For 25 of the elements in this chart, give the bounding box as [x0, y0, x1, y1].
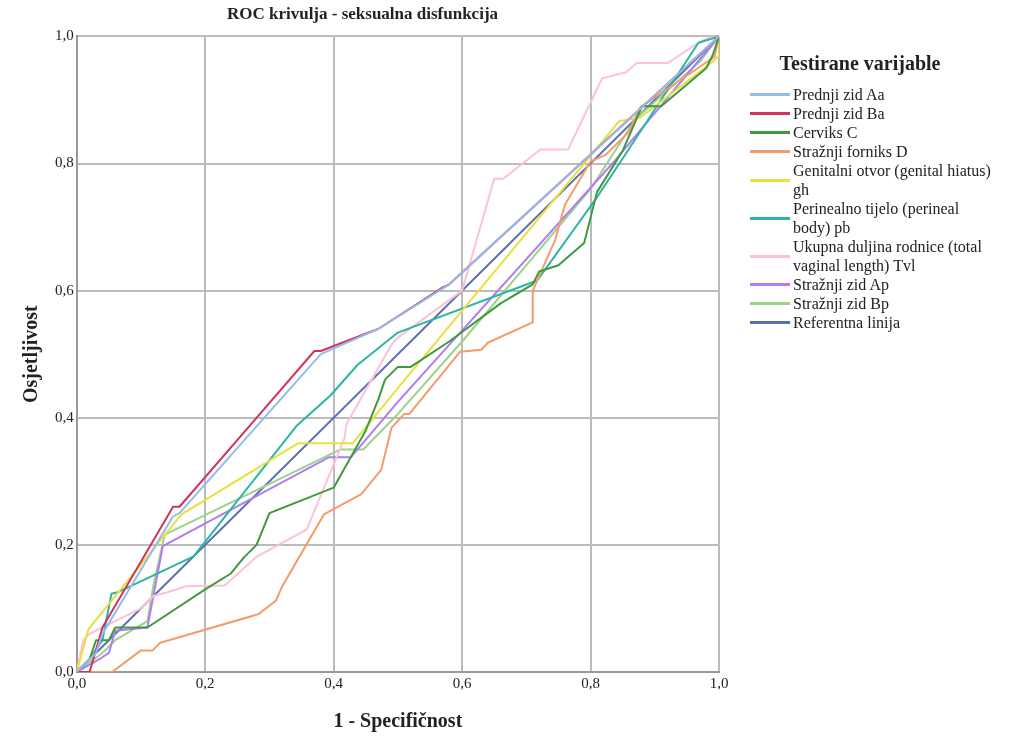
legend-label: Stražnji zid Bp: [793, 294, 890, 313]
y-tick-label: 0,8: [55, 154, 74, 171]
chart-title: ROC krivulja - seksualna disfunkcija: [226, 3, 499, 23]
y-tick-label: 0,4: [55, 408, 75, 425]
legend-label: Prednji zid Aa: [793, 85, 886, 104]
y-tick-label: 0,6: [55, 281, 75, 298]
legend-label: Stražnji forniks D: [793, 142, 909, 161]
x-tick-label: 0,8: [581, 674, 600, 691]
y-axis-title: Osjetljivost: [19, 304, 43, 404]
legend-label: Referentna linija: [793, 313, 902, 332]
y-tick-label: 1,0: [55, 27, 74, 44]
legend-label: Ukupna duljina rodnice (total vaginal length) Tvl: [793, 237, 983, 275]
legend-label: Genitalni otvor (genital hiatus) gh: [793, 161, 992, 199]
legend-label: Stražnji zid Ap: [793, 275, 890, 294]
x-tick-label: 0,6: [452, 674, 472, 691]
x-tick-label: 0,2: [195, 674, 215, 691]
legend-label: Prednji zid Ba: [793, 104, 886, 123]
legend-label: Perinealno tijelo (perineal body) pb: [793, 199, 961, 237]
x-tick-label: 0,4: [324, 674, 344, 691]
x-tick-label: 1,0: [709, 674, 729, 691]
legend-label: Cerviks C: [793, 123, 859, 142]
y-tick-label: 0,2: [55, 535, 74, 552]
x-axis-title: 1 - Specifičnost: [333, 709, 463, 733]
y-tick-label: 0,0: [55, 662, 74, 679]
legend-title: Testirane varijable: [778, 52, 942, 75]
